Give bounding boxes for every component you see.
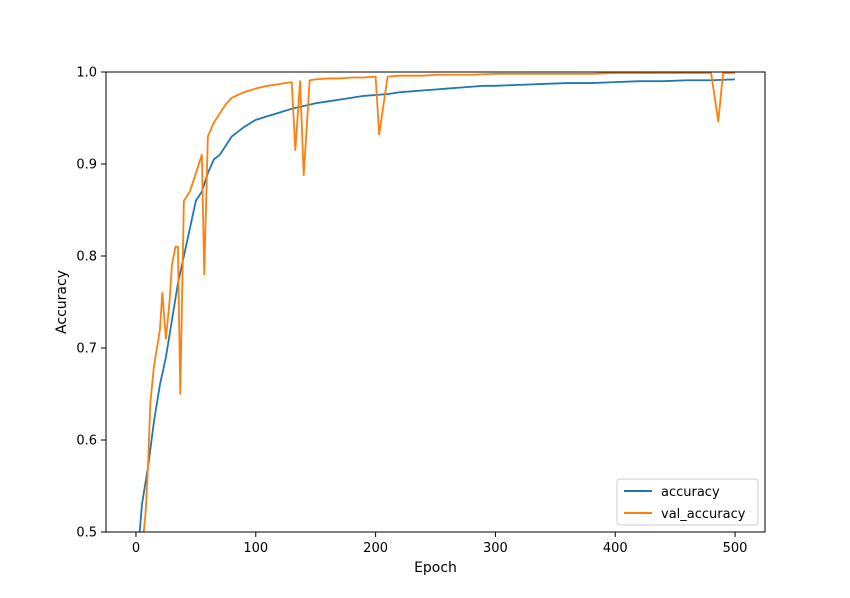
- x-axis-label: Epoch: [414, 560, 457, 576]
- x-tick-label: 0: [132, 541, 140, 556]
- y-axis-label: Accuracy: [54, 270, 70, 334]
- plot-frame: [105, 71, 766, 533]
- y-tick-label: 0.9: [76, 158, 97, 173]
- y-axis: 0.5 0.6 0.7 0.8 0.9 1.0: [76, 66, 106, 541]
- y-tick-label: 1.0: [76, 66, 97, 81]
- legend-label-val-accuracy: val_accuracy: [661, 507, 746, 522]
- series-layer: [138, 72, 736, 532]
- y-tick-label: 0.7: [76, 342, 97, 357]
- y-tick-label: 0.8: [76, 250, 97, 265]
- x-tick-label: 400: [603, 541, 628, 556]
- legend-box: [616, 478, 759, 526]
- legend: accuracy val_accuracy: [616, 478, 759, 526]
- legend-label-accuracy: accuracy: [661, 485, 720, 500]
- series-line-val-accuracy: [142, 72, 736, 532]
- x-axis: 0 100 200 300 400 500: [132, 532, 748, 556]
- y-tick-label: 0.5: [76, 526, 97, 541]
- x-tick-label: 200: [363, 541, 388, 556]
- x-tick-label: 500: [723, 541, 748, 556]
- series-line-accuracy: [138, 78, 736, 532]
- x-tick-label: 100: [243, 541, 268, 556]
- y-tick-label: 0.6: [76, 434, 97, 449]
- x-tick-label: 300: [483, 541, 508, 556]
